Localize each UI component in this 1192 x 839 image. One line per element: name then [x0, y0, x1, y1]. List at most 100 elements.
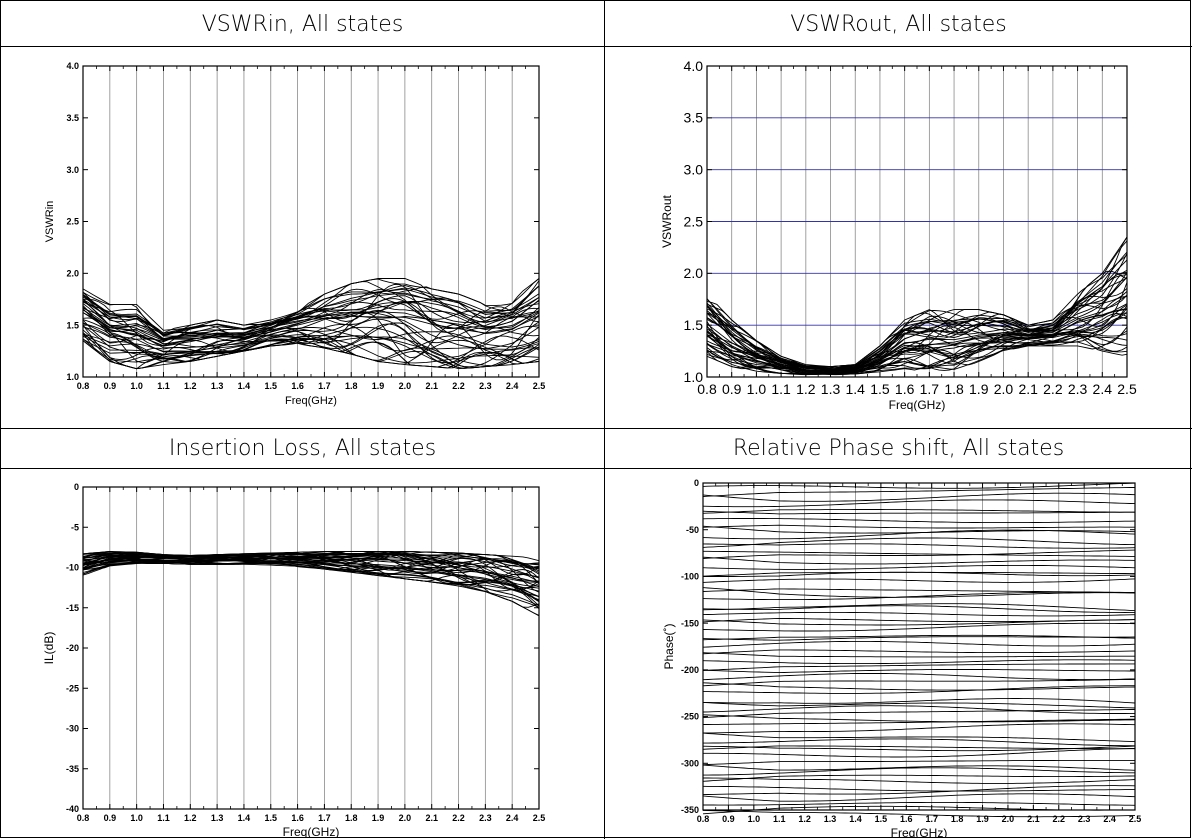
- x-tick-label: 1.5: [875, 814, 888, 824]
- insertion-loss-chart: 0.8 0.9 1.0 1.1 1.2 1.3 1.4 1.5 1.6 1.7 1.8 1.9 2.0 2…: [42, 482, 545, 838]
- x-axis-label: Freq(GHz): [285, 395, 337, 407]
- x-tick-label: 1.6: [291, 381, 304, 391]
- y-axis-label: Phase(˚): [662, 623, 676, 669]
- series-line: [703, 550, 1135, 557]
- series-line: [703, 801, 1136, 806]
- x-tick-label: 2.0: [399, 813, 412, 823]
- x-tick-label: 1.8: [944, 381, 964, 397]
- series-line: [702, 603, 1136, 612]
- series-line: [702, 678, 1136, 687]
- series-line: [703, 738, 1136, 747]
- y-tick-label: 0: [694, 478, 699, 488]
- series-line: [702, 705, 1135, 714]
- series-line: [706, 308, 1128, 372]
- x-tick-label: 1.0: [747, 381, 767, 397]
- series-line: [702, 587, 1136, 598]
- x-tick-label: 2.0: [994, 381, 1014, 397]
- y-tick-label: 0: [74, 482, 79, 492]
- x-tick-label: 1.9: [372, 813, 385, 823]
- x-tick-label: 2.3: [1078, 814, 1091, 824]
- series-line: [702, 663, 1135, 671]
- series-line: [702, 524, 1135, 529]
- x-tick-label: 2.5: [533, 381, 546, 391]
- chart-title: VSWRin, All states: [201, 12, 404, 37]
- x-tick-label: 2.3: [479, 381, 492, 391]
- x-tick-label: 0.9: [722, 814, 735, 824]
- x-tick-label: 0.8: [77, 381, 90, 391]
- x-tick-label: 2.4: [1093, 381, 1113, 397]
- series-line: [82, 555, 540, 578]
- y-tick-label: 1.0: [684, 369, 704, 385]
- series-line: [702, 611, 1136, 617]
- series-line: [703, 767, 1135, 776]
- x-tick-label: 2.5: [1117, 381, 1137, 397]
- series-line: [706, 276, 1128, 369]
- series-line: [702, 549, 1136, 559]
- series-line: [82, 299, 540, 340]
- series-line: [702, 732, 1136, 743]
- series-line: [702, 785, 1135, 792]
- series-line: [702, 764, 1136, 771]
- x-tick-label: 2.2: [452, 813, 465, 823]
- x-tick-label: 0.8: [77, 813, 90, 823]
- series-line: [702, 487, 1135, 497]
- series-line: [702, 809, 1136, 818]
- series-line: [82, 285, 540, 334]
- series-line: [702, 640, 1136, 648]
- series-line: [703, 748, 1135, 758]
- series-line: [702, 509, 1136, 514]
- x-tick-label: 2.1: [1018, 381, 1038, 397]
- series-line: [702, 605, 1135, 613]
- series-line: [702, 518, 1136, 524]
- series-line: [82, 550, 540, 565]
- x-tick-label: 1.5: [870, 381, 890, 397]
- y-tick-label: -50: [686, 525, 699, 535]
- y-axis-label: VSWRin: [44, 201, 56, 243]
- x-tick-label: 1.0: [748, 814, 761, 824]
- x-tick-label: 1.9: [372, 381, 385, 391]
- phase-shift-chart: 0.8 0.9 1.0 1.1 1.2 1.3 1.4 1.5 1.6 1.7 1.8 1.9 2.0 2…: [662, 478, 1141, 838]
- series-line: [703, 685, 1135, 694]
- x-tick-label: 0.9: [104, 813, 117, 823]
- y-tick-label: -150: [681, 618, 699, 628]
- x-tick-label: 1.7: [920, 381, 940, 397]
- y-tick-label: 4.0: [66, 61, 79, 71]
- series-line: [702, 622, 1136, 632]
- series-group: [82, 278, 540, 370]
- divider: [1, 46, 1192, 47]
- x-tick-label: 1.3: [211, 381, 224, 391]
- x-axis-label: Freq(GHz): [889, 398, 946, 412]
- x-tick-label: 2.1: [1027, 814, 1040, 824]
- series-line: [82, 312, 540, 350]
- series-line: [702, 492, 1136, 502]
- y-tick-label: -10: [66, 563, 79, 573]
- y-tick-label: 4.0: [684, 58, 704, 74]
- y-tick-label: 2.5: [684, 213, 704, 229]
- series-line: [702, 499, 1136, 508]
- series-line: [82, 300, 540, 343]
- x-tick-label: 1.3: [824, 814, 837, 824]
- series-line: [706, 291, 1128, 371]
- series-line: [82, 552, 540, 566]
- x-tick-label: 1.1: [771, 381, 791, 397]
- divider: [604, 1, 605, 839]
- x-tick-label: 2.2: [452, 381, 465, 391]
- series-line: [82, 289, 540, 336]
- y-tick-label: 3.5: [684, 110, 704, 126]
- series-line: [702, 537, 1135, 548]
- x-tick-label: 2.4: [506, 381, 519, 391]
- series-line: [702, 543, 1136, 549]
- x-tick-label: 1.5: [265, 813, 278, 823]
- series-line: [702, 564, 1136, 570]
- series-line: [702, 482, 1136, 489]
- x-tick-label: 1.8: [951, 814, 964, 824]
- x-tick-label: 2.3: [1068, 381, 1088, 397]
- y-tick-label: -300: [681, 758, 699, 768]
- x-tick-label: 2.0: [1002, 814, 1015, 824]
- series-line: [82, 325, 540, 356]
- x-tick-label: 0.9: [722, 381, 742, 397]
- y-tick-label: 3.5: [66, 113, 79, 123]
- series-line: [702, 714, 1136, 723]
- series-line: [702, 759, 1135, 766]
